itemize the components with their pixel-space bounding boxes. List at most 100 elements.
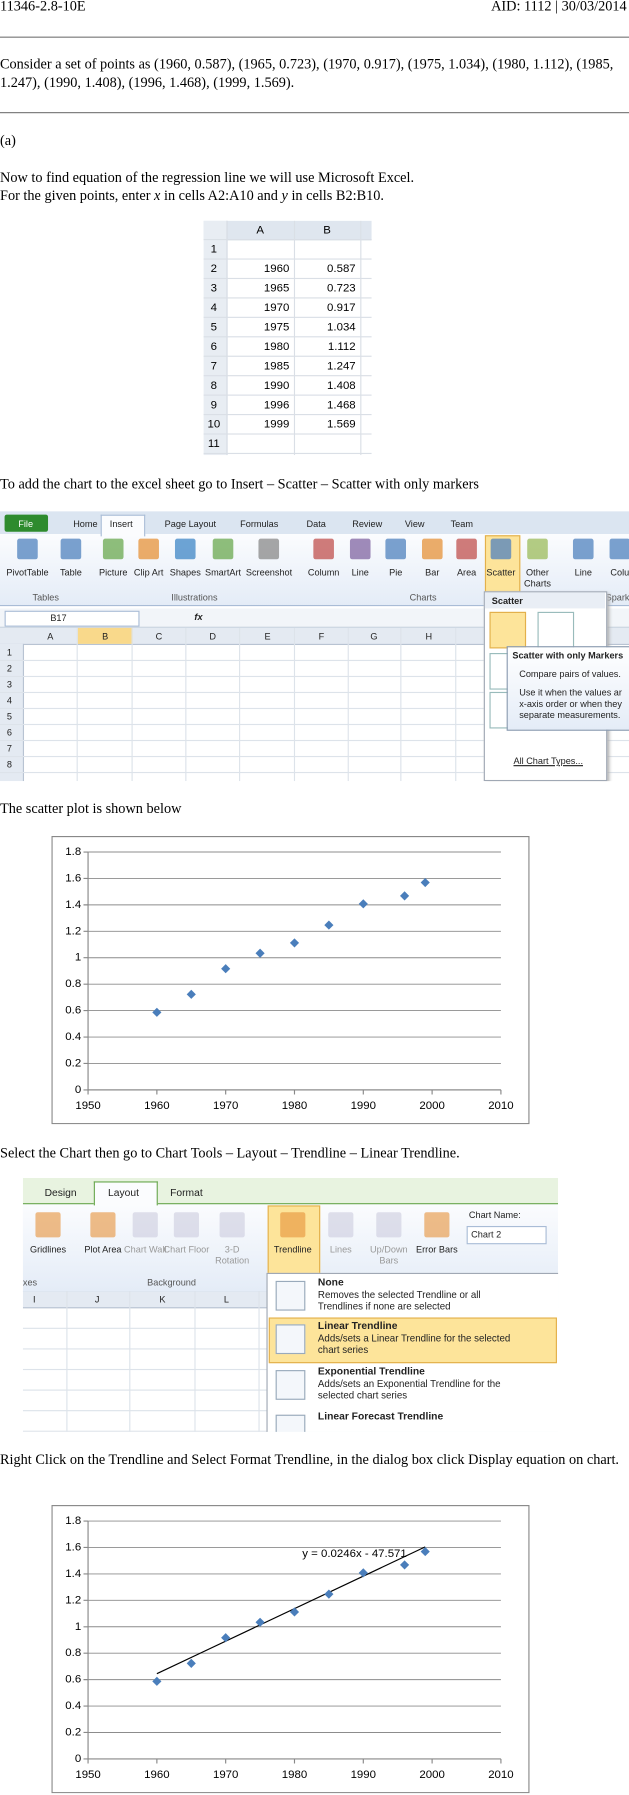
cell: 1996	[263, 399, 290, 412]
x-tick-label: 2010	[488, 1769, 513, 1781]
menu-highlight	[268, 1317, 557, 1364]
point	[420, 1546, 430, 1557]
col-line	[293, 220, 296, 456]
point	[255, 948, 265, 958]
button-icon	[258, 538, 280, 560]
cell: 1.034	[327, 321, 356, 334]
row-line	[0, 659, 629, 662]
ribbon-button: PivotTable	[6, 567, 49, 578]
row-number: 8	[210, 379, 218, 393]
point	[186, 989, 196, 999]
excel-layout-screenshot: Design Layout Format Gridlines Plot Area Char…	[22, 1177, 559, 1432]
row-line	[203, 239, 372, 241]
point	[289, 938, 300, 948]
column-header: A	[256, 224, 264, 237]
y-tick-label: 1.6	[65, 1541, 81, 1553]
selected-tab	[100, 514, 146, 537]
cell: 1.468	[327, 399, 356, 412]
ribbon-button: Picture	[98, 567, 128, 578]
ribbon-button: Gridlines	[29, 1244, 67, 1255]
row-number: 6	[6, 727, 12, 738]
row-number: 3	[210, 282, 218, 296]
doc-aid: AID: 1112 | 30/03/2014	[491, 0, 627, 14]
chart-name: Chart 2	[471, 1229, 502, 1240]
x-tick-label: 2010	[488, 1100, 513, 1112]
x-tick-label: 1980	[282, 1100, 307, 1112]
row-number: 8	[6, 759, 12, 770]
point	[324, 920, 334, 930]
button-icon	[102, 538, 124, 560]
y-tick-label: 1.4	[65, 899, 82, 911]
column-header: I	[33, 1294, 36, 1305]
y-tick-label: 1.8	[65, 846, 81, 858]
menu-icon	[275, 1414, 306, 1432]
instruction: For the given points, enter x in cells A…	[0, 186, 627, 204]
ribbon-button: SmartArt	[204, 567, 242, 578]
row-line	[203, 277, 372, 280]
col-line	[455, 627, 457, 782]
instruction-part: For the given points, enter	[0, 187, 155, 204]
row-line	[203, 413, 372, 416]
y-tick-label: 1.8	[65, 1515, 81, 1527]
instruction-part: in cells B2:B10.	[287, 187, 384, 204]
y-tick-label: 0.2	[65, 1057, 81, 1069]
col-line	[66, 1291, 68, 1432]
cell: 1.408	[327, 379, 356, 393]
ribbon-button: Scatter	[486, 567, 516, 578]
chart-icon-selected	[489, 611, 527, 649]
file-tab	[4, 514, 49, 532]
chart-frame	[51, 836, 530, 1125]
rownum-bg	[0, 643, 25, 782]
ribbon-button: Area	[456, 567, 477, 578]
col-line	[194, 1291, 196, 1432]
row-line	[203, 394, 372, 396]
button-icon	[527, 538, 548, 560]
y-tick-label: 0	[75, 1753, 81, 1765]
x-tick-label: 1990	[351, 1769, 376, 1781]
dropdown-title-bg	[484, 592, 605, 609]
col-line	[131, 627, 133, 782]
rule	[0, 36, 629, 38]
ribbon-tab: View	[404, 519, 425, 530]
step-insert: To add the chart to the excel sheet go t…	[0, 475, 479, 492]
tab-bar	[0, 511, 629, 535]
rule	[0, 112, 629, 114]
ribbon-button: Line	[574, 567, 592, 578]
button-icon	[219, 1212, 245, 1238]
point	[358, 1568, 368, 1578]
ribbon-button: Clip Art	[133, 567, 164, 578]
scatter-chart-trendline: 0 0.2 0.4 0.6 0.8 1 1.2 1.4 1.6 1.8 1950 1960 1970 19…	[51, 1505, 530, 1794]
ribbon-button: Up/Down Bars	[370, 1244, 408, 1267]
ribbon-button: Line	[351, 567, 369, 578]
button-icon	[385, 538, 406, 560]
part-label: (a)	[0, 132, 16, 149]
column-header: F	[318, 631, 325, 642]
row-line	[203, 433, 372, 435]
row-line	[203, 258, 372, 260]
ribbon-button: Pie	[389, 567, 403, 578]
y-tick-label: 1.4	[65, 1568, 82, 1580]
cell: 1990	[263, 379, 290, 393]
button-icon	[35, 1212, 61, 1238]
menu-title: Linear Trendline	[317, 1319, 398, 1332]
point	[358, 899, 368, 909]
button-icon	[313, 538, 334, 560]
button-icon	[422, 538, 443, 560]
chart-name-label: Chart Name:	[468, 1209, 521, 1221]
row-line	[0, 707, 629, 710]
y-tick-label: 0.4	[65, 1031, 82, 1043]
row-number: 7	[6, 743, 12, 754]
column-header: C	[155, 631, 163, 642]
menu-desc: Adds/sets a Linear Trendline for the sel…	[317, 1332, 511, 1356]
selected-tab	[93, 1181, 158, 1206]
row-line	[0, 675, 629, 678]
button-icon	[490, 538, 512, 560]
row-line	[203, 452, 372, 455]
formula-bar	[0, 608, 629, 628]
ribbon-tab: Home	[73, 519, 98, 530]
chart-frame	[51, 1505, 530, 1794]
ribbon-tab: Design	[44, 1187, 77, 1199]
ribbon-tab: Team	[450, 519, 473, 530]
scatter-caption: The scatter plot is shown below	[0, 800, 182, 817]
